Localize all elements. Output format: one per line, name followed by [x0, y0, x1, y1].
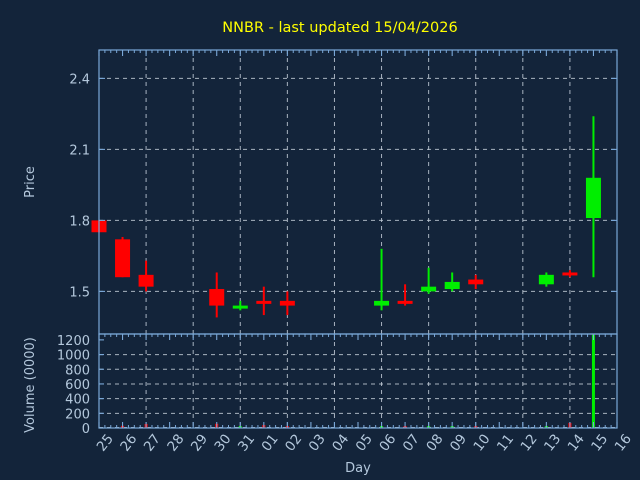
price-tick-label: 1.5: [69, 285, 90, 300]
volume-tick-label: 0: [82, 422, 90, 437]
axis-frame-layer: [98, 49, 618, 429]
candle-body: [115, 239, 131, 278]
volume-tick-label: 1200: [57, 334, 90, 349]
candle-body: [444, 281, 460, 290]
candle-body: [562, 272, 578, 276]
price-tick-label: 1.8: [69, 214, 90, 229]
candle-body: [138, 274, 154, 287]
candle-body: [421, 286, 437, 292]
candle-body: [585, 177, 601, 219]
candle-body: [397, 300, 413, 304]
volume-tick-label: 1000: [57, 349, 90, 364]
x-axis-label: Day: [345, 461, 371, 476]
volume-tick-label: 400: [65, 393, 90, 408]
volume-tick-label: 800: [65, 363, 90, 378]
volume-tick-label: 600: [65, 378, 90, 393]
volume-axis-label: Volume (0000): [23, 337, 38, 433]
chart-title: NNBR - last updated 15/04/2026: [222, 20, 457, 36]
volume-bar: [591, 334, 595, 428]
candle-body: [468, 279, 484, 285]
candle-body: [209, 289, 225, 306]
candle-body: [374, 300, 390, 306]
candle-body: [232, 305, 248, 309]
price-tick-label: 2.4: [69, 72, 90, 87]
candle-body: [279, 300, 295, 306]
price-axis-label: Price: [23, 166, 38, 198]
volume-tick-label: 200: [65, 407, 90, 422]
candle-body: [256, 300, 272, 304]
price-tick-label: 2.1: [69, 143, 90, 158]
candle-body: [538, 274, 554, 285]
